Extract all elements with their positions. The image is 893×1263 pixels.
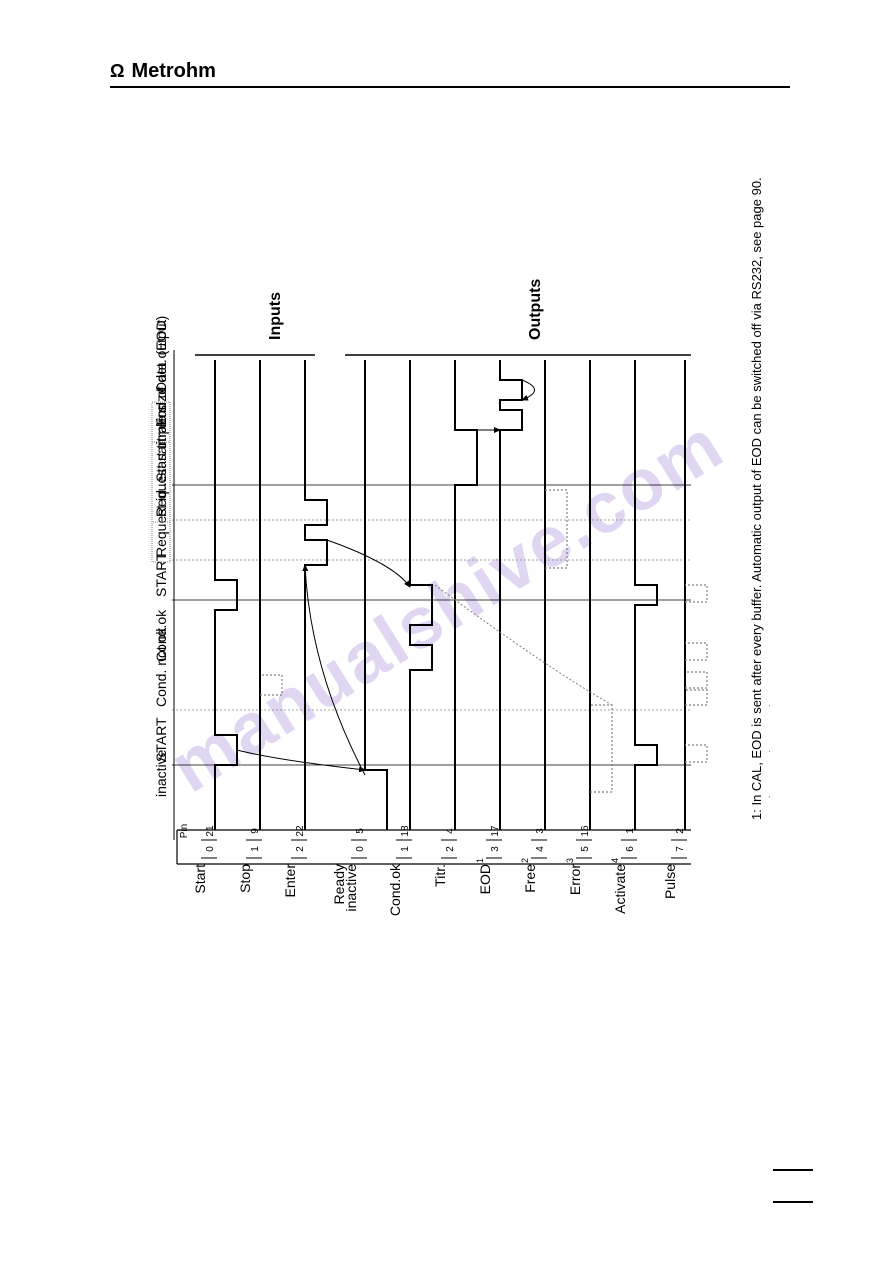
- causal-arrow: [522, 380, 535, 400]
- svg-text:6: 6: [625, 846, 636, 852]
- outputs-axis-label: Outputs: [527, 279, 544, 340]
- omega-icon: Ω: [110, 61, 123, 82]
- event-label: START: [153, 717, 169, 762]
- waveform: [410, 360, 432, 830]
- causal-arrow: [327, 540, 410, 587]
- svg-text:3: 3: [565, 858, 575, 863]
- signal-label: Enter: [282, 864, 298, 898]
- signal-label: Cond.ok: [387, 863, 403, 916]
- svg-text:3: 3: [490, 846, 501, 852]
- signal-label: Stop: [237, 864, 253, 893]
- footnote: 1: In CAL, EOD is sent after every buffe…: [749, 177, 764, 820]
- svg-text:2: 2: [520, 858, 530, 863]
- page-number-slot: [773, 1169, 813, 1203]
- footnote: 2: Line can be set via RS232, see page 9…: [767, 571, 770, 820]
- signal-label: Pulse: [662, 864, 678, 899]
- svg-text:4: 4: [610, 858, 620, 863]
- waveform: [305, 360, 327, 830]
- waveform: [215, 360, 237, 830]
- event-label: START: [153, 552, 169, 597]
- svg-text:0: 0: [205, 846, 216, 852]
- svg-text:1: 1: [250, 846, 261, 852]
- svg-text:5: 5: [580, 846, 591, 852]
- inputs-axis-label: Inputs: [267, 292, 284, 340]
- brand-header: Ω Metrohm: [110, 60, 216, 83]
- svg-text:7: 7: [675, 846, 686, 852]
- page: Ω Metrohm manualshive.com Start021Stop19…: [0, 0, 893, 1263]
- signal-label: Start: [192, 864, 208, 894]
- causal-arrow: [305, 565, 365, 775]
- signal-label: Titr.: [432, 864, 448, 887]
- waveform: [635, 360, 657, 830]
- signal-label: Error: [567, 864, 583, 895]
- svg-text:2: 2: [295, 846, 306, 852]
- svg-text:4: 4: [535, 846, 546, 852]
- svg-text:inactive: inactive: [343, 864, 359, 912]
- event-label: Data output: [153, 320, 169, 392]
- signal-label: Free: [522, 864, 538, 893]
- timing-diagram: Start021Stop19Enter222Readyinactive05Con…: [130, 140, 770, 920]
- causal-arrow: [237, 750, 365, 770]
- brand-name: Metrohm: [131, 60, 215, 83]
- svg-text:1: 1: [400, 846, 411, 852]
- event-label: Cond.ok: [153, 609, 169, 662]
- svg-text:2: 2: [445, 846, 456, 852]
- svg-text:Pin: Pin: [179, 824, 190, 838]
- waveform: [500, 360, 522, 830]
- waveform: [365, 360, 387, 830]
- header-rule: [110, 86, 790, 88]
- svg-text:5: 5: [355, 828, 366, 834]
- signal-label: Activate: [612, 864, 628, 914]
- svg-text:0: 0: [355, 846, 366, 852]
- signal-label: EOD: [477, 864, 493, 894]
- svg-text:1: 1: [475, 858, 485, 863]
